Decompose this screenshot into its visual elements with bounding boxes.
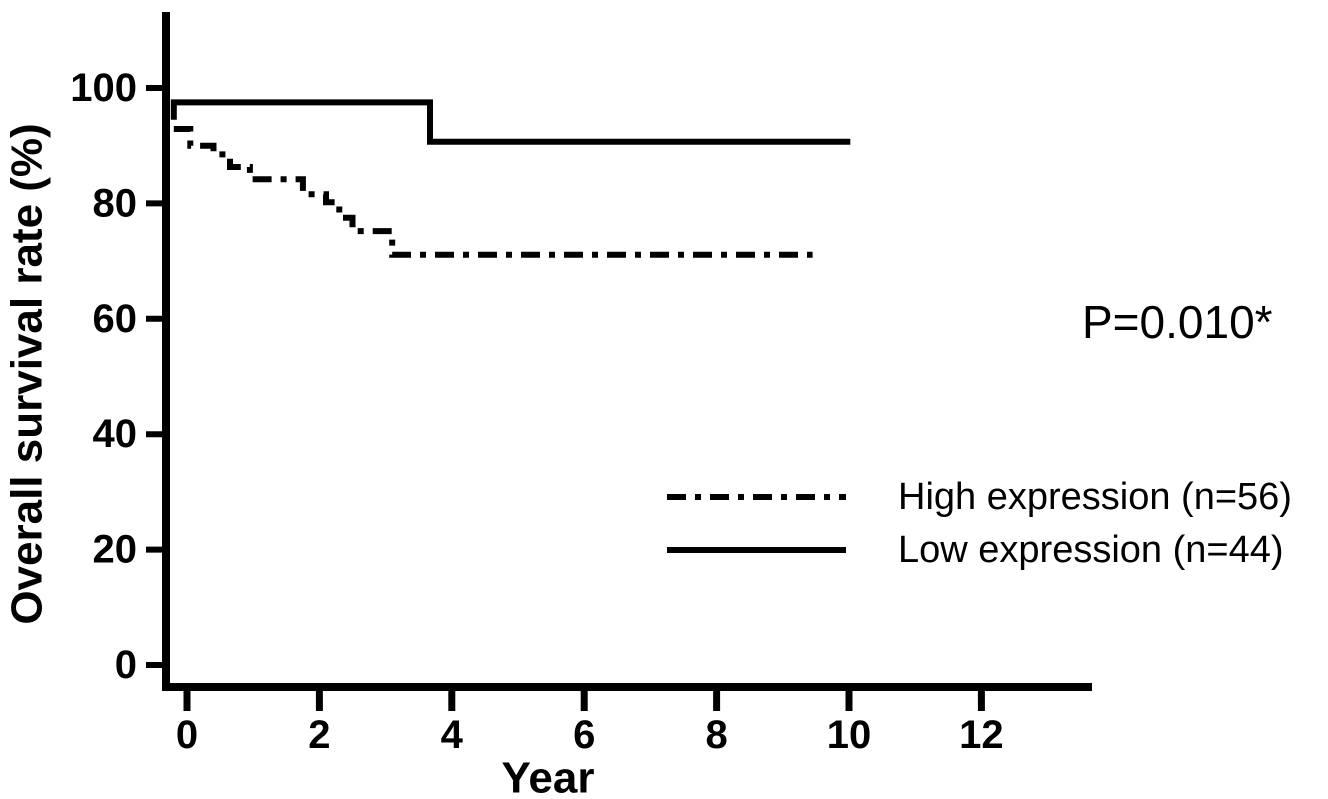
y-tick-label: 20 bbox=[93, 528, 138, 572]
x-tick-label: 6 bbox=[573, 713, 595, 757]
p-value-annotation: P=0.010* bbox=[1082, 296, 1273, 348]
x-tick-label: 2 bbox=[308, 713, 330, 757]
y-tick-label: 80 bbox=[93, 181, 138, 225]
y-tick-label: 100 bbox=[70, 66, 137, 110]
y-tick-label: 40 bbox=[93, 412, 138, 456]
x-tick-label: 12 bbox=[959, 713, 1004, 757]
y-tick-label: 0 bbox=[115, 643, 137, 687]
x-tick-label: 0 bbox=[176, 713, 198, 757]
y-axis-title: Overall survival rate (%) bbox=[3, 123, 52, 624]
x-axis-title: Year bbox=[502, 754, 595, 799]
x-tick-label: 8 bbox=[705, 713, 727, 757]
legend-label: High expression (n=56) bbox=[898, 476, 1292, 518]
legend-label: Low expression (n=44) bbox=[898, 529, 1284, 571]
series-line-high-expression bbox=[173, 126, 813, 258]
series-line-low-expression bbox=[170, 99, 851, 145]
x-tick-label: 10 bbox=[827, 713, 872, 757]
x-tick-label: 4 bbox=[441, 713, 464, 757]
y-tick-label: 60 bbox=[93, 297, 138, 341]
